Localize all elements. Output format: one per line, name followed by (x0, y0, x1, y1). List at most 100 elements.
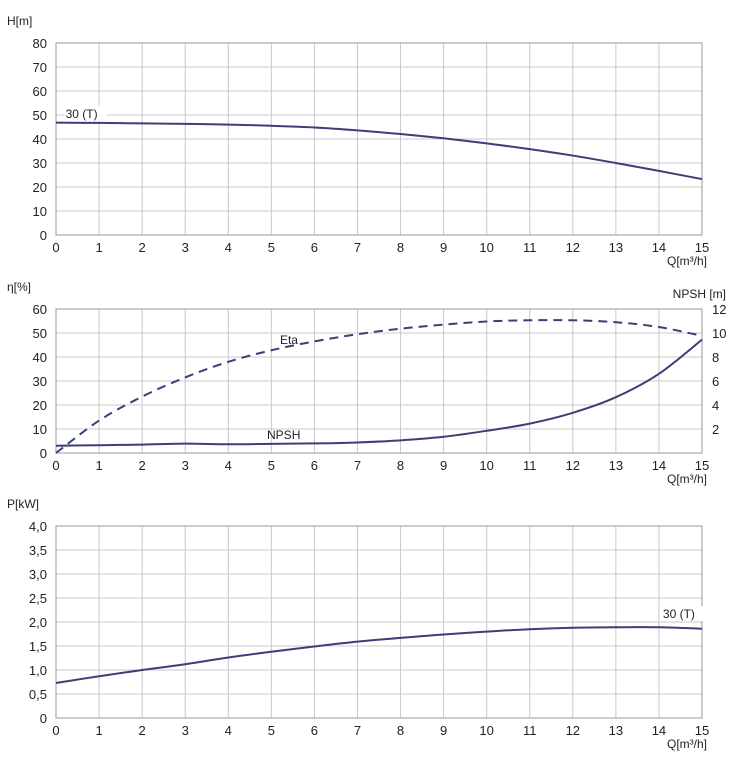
x-tick-label: 4 (225, 723, 232, 738)
x-tick-label: 8 (397, 723, 404, 738)
x-tick-label: 1 (95, 723, 102, 738)
y2-tick-label: 6 (712, 374, 719, 389)
x-tick-label: 7 (354, 458, 361, 473)
x-tick-label: 11 (523, 723, 537, 738)
y-tick-label: 60 (33, 84, 47, 99)
y-tick-label: 40 (33, 132, 47, 147)
y-tick-label: 20 (33, 398, 47, 413)
y-tick-label: 80 (33, 36, 47, 51)
x-tick-label: 8 (397, 458, 404, 473)
y-tick-label: 10 (33, 422, 47, 437)
chart-panel-2: 0 1 2 3 4 5 6 7 8 9 10 11 12 13 14 15010203040506024681… (7, 280, 726, 486)
x-tick-label: 4 (225, 458, 232, 473)
x-tick-label: 2 (139, 240, 146, 255)
x-tick-label: 9 (440, 240, 447, 255)
x-tick-label: 7 (354, 240, 361, 255)
series-line-30-t- (55, 121, 703, 181)
x-tick-label: 5 (268, 458, 275, 473)
y-tick-label: 70 (33, 60, 47, 75)
series-line-eta (55, 319, 703, 454)
x-tick-label: 13 (609, 458, 623, 473)
y2-tick-label: 12 (712, 302, 726, 317)
y-tick-label: 30 (33, 374, 47, 389)
x-tick-label: 1 (95, 240, 102, 255)
x-tick-label: 6 (311, 240, 318, 255)
y-tick-label: 2,0 (29, 615, 47, 630)
x-tick-label: 9 (440, 723, 447, 738)
curve-annotation: 30 (T) (661, 606, 704, 621)
x-tick-label: 8 (397, 240, 404, 255)
plot-frame (55, 42, 703, 236)
x-tick-label: 12 (566, 458, 580, 473)
x-tick-label: 7 (354, 723, 361, 738)
series-line-npsh (55, 338, 703, 447)
x-tick-label: 15 (695, 723, 709, 738)
x-tick-label: 2 (139, 458, 146, 473)
y-axis-title: H[m] (7, 14, 32, 28)
y-tick-label: 10 (33, 204, 47, 219)
x-tick-label: 3 (182, 458, 189, 473)
y-tick-label: 0,5 (29, 687, 47, 702)
y2-tick-label: 8 (712, 350, 719, 365)
y-tick-label: 0 (40, 711, 47, 726)
x-tick-label: 15 (695, 240, 709, 255)
x-tick-label: 2 (139, 723, 146, 738)
x-tick-label: 4 (225, 240, 232, 255)
y-tick-label: 60 (33, 302, 47, 317)
x-tick-label: 13 (609, 723, 623, 738)
x-tick-label: 3 (182, 723, 189, 738)
x-tick-label: 3 (182, 240, 189, 255)
chart-panel-1: 0 1 2 3 4 5 6 7 8 9 10 11 12 13 14 1501020304050607080H… (7, 14, 709, 268)
x-tick-label: 6 (311, 458, 318, 473)
curve-annotation-text: 30 (T) (66, 107, 98, 121)
x-tick-label: 10 (479, 458, 493, 473)
series-line-30-t- (55, 626, 703, 684)
x-tick-label: 1 (95, 458, 102, 473)
x-tick-label: 12 (566, 240, 580, 255)
y-axis-title: η[%] (7, 280, 31, 294)
y-tick-label: 40 (33, 350, 47, 365)
plot-frame (55, 525, 703, 719)
y2-tick-label: 2 (712, 422, 719, 437)
x-tick-label: 0 (52, 240, 59, 255)
plot-frame (55, 308, 703, 454)
y-tick-label: 3,0 (29, 567, 47, 582)
y-tick-label: 2,5 (29, 591, 47, 606)
x-tick-label: 6 (311, 723, 318, 738)
y-tick-label: 3,5 (29, 543, 47, 558)
x-tick-label: 14 (652, 240, 666, 255)
y-tick-label: 20 (33, 180, 47, 195)
y2-axis-title: NPSH [m] (673, 287, 726, 301)
x-tick-label: 14 (652, 458, 666, 473)
curve-annotation-text: 30 (T) (663, 607, 695, 621)
series-label-eta: Eta (280, 333, 298, 347)
x-tick-label: 10 (479, 723, 493, 738)
x-axis-title: Q[m³/h] (667, 472, 707, 486)
y-tick-label: 0 (40, 446, 47, 461)
x-axis-title: Q[m³/h] (667, 254, 707, 268)
x-tick-label: 9 (440, 458, 447, 473)
y-tick-label: 50 (33, 326, 47, 341)
curve-annotation: 30 (T) (64, 106, 107, 122)
x-tick-label: 11 (523, 458, 537, 473)
chart-panel-3: 0 1 2 3 4 5 6 7 8 9 10 11 12 13 14 1500,51,01,52,02,53,… (7, 497, 709, 751)
y-axis-title: P[kW] (7, 497, 39, 511)
y-tick-label: 4,0 (29, 519, 47, 534)
x-tick-label: 11 (523, 240, 537, 255)
x-tick-label: 13 (609, 240, 623, 255)
x-tick-label: 0 (52, 458, 59, 473)
x-tick-label: 12 (566, 723, 580, 738)
y-tick-label: 30 (33, 156, 47, 171)
x-tick-label: 5 (268, 240, 275, 255)
y2-tick-label: 10 (712, 326, 726, 341)
x-tick-label: 0 (52, 723, 59, 738)
x-tick-label: 5 (268, 723, 275, 738)
x-tick-label: 10 (479, 240, 493, 255)
y-tick-label: 1,5 (29, 639, 47, 654)
y-tick-label: 1,0 (29, 663, 47, 678)
y-tick-label: 50 (33, 108, 47, 123)
x-tick-label: 14 (652, 723, 666, 738)
x-axis-title: Q[m³/h] (667, 737, 707, 751)
